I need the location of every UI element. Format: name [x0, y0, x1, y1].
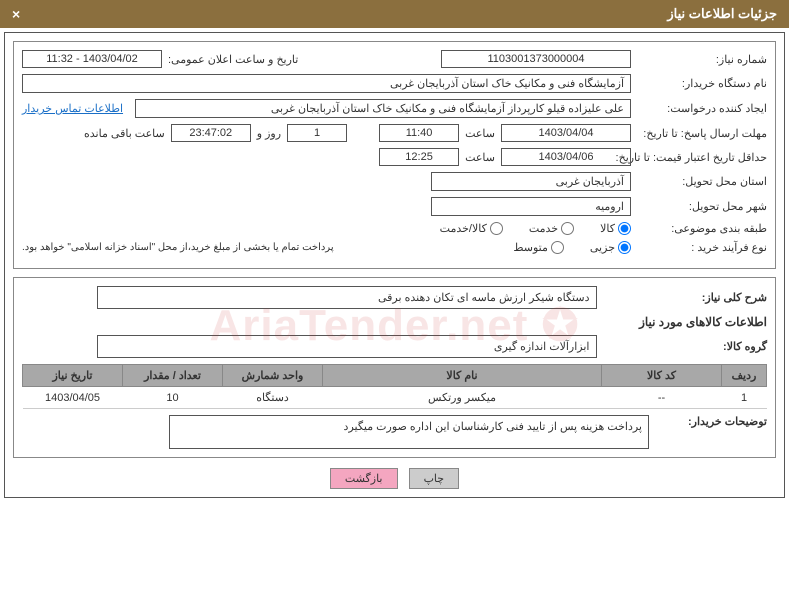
- announce-label: تاریخ و ساعت اعلان عمومی:: [168, 53, 298, 66]
- close-icon[interactable]: ×: [12, 6, 20, 22]
- print-button[interactable]: چاپ: [409, 468, 460, 489]
- radio-motavaset[interactable]: [551, 241, 564, 254]
- remark-label: توضیحات خریدار:: [657, 415, 767, 428]
- table-row: 1 -- میکسر ورتکس دستگاه 10 1403/04/05: [23, 387, 767, 409]
- th-unit: واحد شمارش: [223, 365, 323, 387]
- cell-name: میکسر ورتکس: [323, 387, 602, 409]
- radio-jozi-label: جزیی: [590, 241, 615, 254]
- cell-idx: 1: [722, 387, 767, 409]
- days-and-label: روز و: [257, 127, 281, 140]
- cell-date: 1403/04/05: [23, 387, 123, 409]
- th-code: کد کالا: [602, 365, 722, 387]
- city-value: ارومیه: [431, 197, 631, 216]
- back-button[interactable]: بازگشت: [330, 468, 398, 489]
- contact-link[interactable]: اطلاعات تماس خریدار: [22, 102, 123, 115]
- desc-label: شرح کلی نیاز:: [677, 291, 767, 304]
- countdown: 23:47:02: [171, 124, 251, 142]
- group-value: ابزارآلات اندازه گیری: [97, 335, 597, 358]
- cell-unit: دستگاه: [223, 387, 323, 409]
- buyer-label: نام دستگاه خریدار:: [637, 77, 767, 90]
- deadline-label: مهلت ارسال پاسخ: تا تاریخ:: [637, 127, 767, 140]
- group-label: گروه کالا:: [677, 340, 767, 353]
- requester-label: ایجاد کننده درخواست:: [637, 102, 767, 115]
- buyer-value: آزمایشگاه فنی و مکانیک خاک استان آذربایج…: [22, 74, 631, 93]
- category-label: طبقه بندی موضوعی:: [637, 222, 767, 235]
- requester-value: علی علیزاده قیلو کارپرداز آزمایشگاه فنی …: [135, 99, 631, 118]
- cell-qty: 10: [123, 387, 223, 409]
- announce-value: 1403/04/02 - 11:32: [22, 50, 162, 68]
- process-label: نوع فرآیند خرید :: [637, 241, 767, 254]
- goods-section-title: اطلاعات کالاهای مورد نیاز: [22, 315, 767, 329]
- validity-label: حداقل تاریخ اعتبار قیمت: تا تاریخ:: [637, 151, 767, 164]
- deadline-date: 1403/04/04: [501, 124, 631, 142]
- items-table: ردیف کد کالا نام کالا واحد شمارش تعداد /…: [22, 364, 767, 409]
- radio-khedmat-label: خدمت: [529, 222, 558, 235]
- radio-kala-label: کالا: [600, 222, 615, 235]
- th-date: تاریخ نیاز: [23, 365, 123, 387]
- radio-khedmat[interactable]: [561, 222, 574, 235]
- radio-jozi[interactable]: [618, 241, 631, 254]
- validity-time: 12:25: [379, 148, 459, 166]
- time-label-1: ساعت: [465, 127, 495, 140]
- days-remaining: 1: [287, 124, 347, 142]
- province-value: آذربایجان غربی: [431, 172, 631, 191]
- cell-code: --: [602, 387, 722, 409]
- remark-value: پرداخت هزینه پس از تایید فنی کارشناسان ا…: [169, 415, 649, 449]
- page-title: جزئیات اطلاعات نیاز: [667, 6, 777, 22]
- radio-both[interactable]: [490, 222, 503, 235]
- radio-motavaset-label: متوسط: [513, 241, 548, 254]
- th-row: ردیف: [722, 365, 767, 387]
- deadline-time: 11:40: [379, 124, 459, 142]
- need-no-value: 1103001373000004: [441, 50, 631, 68]
- need-no-label: شماره نیاز:: [637, 53, 767, 66]
- radio-both-label: کالا/خدمت: [440, 222, 487, 235]
- time-label-2: ساعت: [465, 151, 495, 164]
- validity-date: 1403/04/06: [501, 148, 631, 166]
- desc-value: دستگاه شیکر ارزش ماسه ای تکان دهنده برقی: [97, 286, 597, 309]
- radio-kala[interactable]: [618, 222, 631, 235]
- th-name: نام کالا: [323, 365, 602, 387]
- remain-label: ساعت باقی مانده: [84, 127, 165, 140]
- province-label: استان محل تحویل:: [637, 175, 767, 188]
- pay-note: پرداخت تمام یا بخشی از مبلغ خرید،از محل …: [22, 242, 334, 253]
- city-label: شهر محل تحویل:: [637, 200, 767, 213]
- th-qty: تعداد / مقدار: [123, 365, 223, 387]
